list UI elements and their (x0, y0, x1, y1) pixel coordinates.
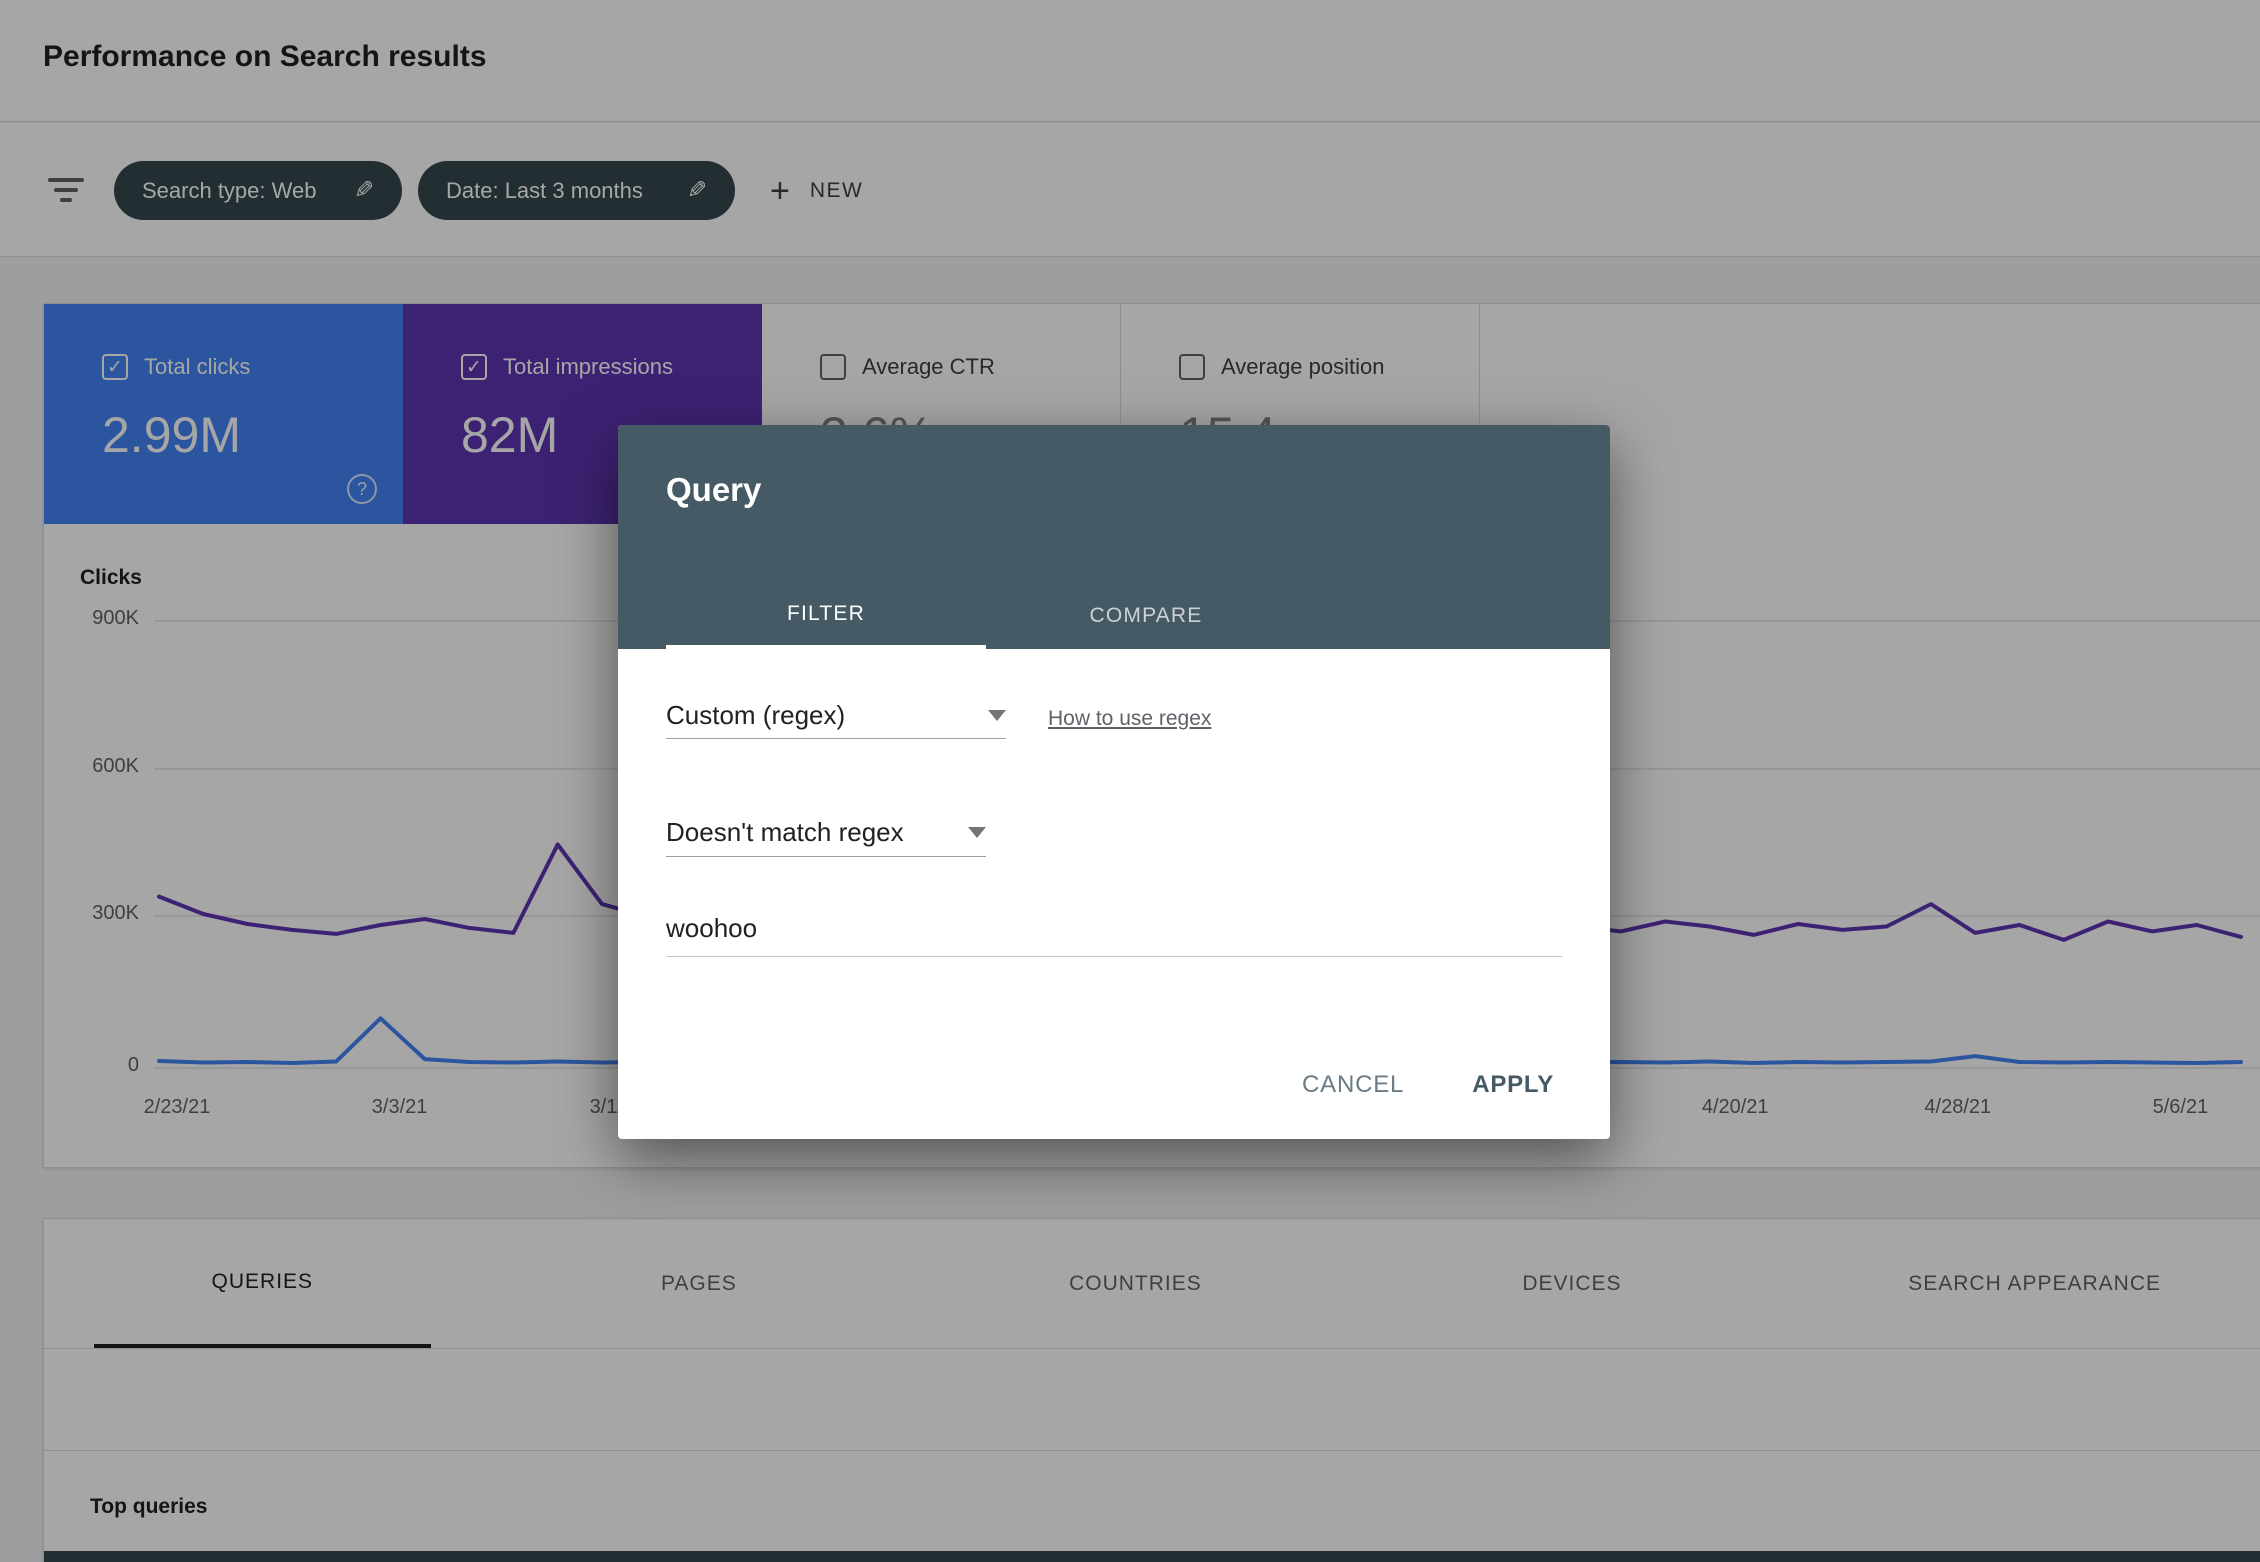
total-impressions-checkbox[interactable] (461, 354, 487, 380)
metric-value: 82M (461, 407, 559, 463)
table-header-strip (44, 1551, 2260, 1562)
match-operator-select[interactable]: Doesn't match regex (666, 809, 986, 857)
search-type-chip-label: Search type: Web (142, 177, 317, 203)
dialog-actions: CANCEL APPLY (1280, 1055, 1576, 1115)
y-axis-label: 300K (92, 902, 139, 924)
cancel-button[interactable]: CANCEL (1280, 1055, 1426, 1115)
dialog-header: Query FILTER COMPARE (618, 425, 1610, 649)
date-range-chip[interactable]: Date: Last 3 months (418, 161, 735, 220)
tab-devices[interactable]: DEVICES (1522, 1271, 1622, 1295)
y-axis-label: 600K (92, 755, 139, 777)
tab-pages[interactable]: PAGES (660, 1271, 737, 1295)
tab-filter[interactable]: FILTER (666, 583, 986, 649)
total-clicks-checkbox[interactable] (102, 354, 128, 380)
x-axis-label: 2/23/21 (143, 1096, 211, 1118)
help-icon[interactable] (347, 474, 377, 504)
chevron-down-icon (988, 710, 1006, 721)
search-type-chip[interactable]: Search type: Web (114, 161, 402, 220)
new-filter-label: NEW (809, 178, 864, 202)
metric-label: Total clicks (144, 354, 251, 379)
metric-label: Total impressions (503, 354, 673, 379)
tab-compare[interactable]: COMPARE (1089, 604, 1203, 627)
x-axis-label: 3/3/21 (371, 1096, 428, 1118)
table-column-header-top-queries: Top queries (90, 1495, 208, 1518)
metric-value: 2.99M (102, 407, 241, 463)
y-axis-label: 0 (127, 1054, 139, 1076)
query-filter-dialog: Query FILTER COMPARE Custom (regex) How … (618, 425, 1610, 1139)
regex-help-link[interactable]: How to use regex (1048, 707, 1212, 730)
tab-countries[interactable]: COUNTRIES (1069, 1271, 1202, 1295)
dialog-tabs: FILTER COMPARE (666, 583, 1306, 649)
metric-label: Average CTR (862, 354, 995, 379)
app-header: Performance on Search results (0, 0, 2260, 122)
filter-list-icon[interactable] (47, 173, 85, 207)
dimensions-table-card: QUERIES PAGES COUNTRIES DEVICES SEARCH A… (43, 1218, 2260, 1562)
average-position-checkbox[interactable] (1179, 354, 1205, 380)
apply-button[interactable]: APPLY (1450, 1055, 1576, 1115)
date-range-chip-label: Date: Last 3 months (446, 177, 643, 203)
dialog-title: Query (666, 471, 762, 508)
x-axis-label: 5/6/21 (2152, 1096, 2209, 1118)
x-axis-label: 4/20/21 (1701, 1096, 1769, 1118)
tab-queries[interactable]: QUERIES (44, 1219, 481, 1348)
divider (44, 1450, 2260, 1451)
filter-type-value: Custom (regex) (666, 700, 846, 730)
filter-bar: Search type: Web Date: Last 3 months NEW (0, 123, 2260, 257)
page-title: Performance on Search results (43, 40, 487, 73)
tab-search-appearance[interactable]: SEARCH APPEARANCE (1908, 1271, 2161, 1295)
y-axis-labels: 900K 600K 300K 0 (44, 304, 139, 1167)
regex-query-input[interactable] (666, 901, 1562, 957)
filter-type-select[interactable]: Custom (regex) (666, 693, 1006, 739)
average-ctr-checkbox[interactable] (820, 354, 846, 380)
y-axis-label: 900K (92, 607, 139, 629)
match-operator-value: Doesn't match regex (666, 817, 904, 847)
x-axis-label: 4/28/21 (1924, 1096, 1992, 1118)
metric-label: Average position (1221, 354, 1385, 379)
metric-card-total-clicks[interactable]: Total clicks 2.99M (44, 304, 403, 524)
dimension-tabs: QUERIES PAGES COUNTRIES DEVICES SEARCH A… (44, 1219, 2260, 1349)
chevron-down-icon (968, 827, 986, 838)
new-filter-button[interactable]: NEW (770, 161, 863, 220)
chart-y-axis-title: Clicks (80, 566, 142, 589)
